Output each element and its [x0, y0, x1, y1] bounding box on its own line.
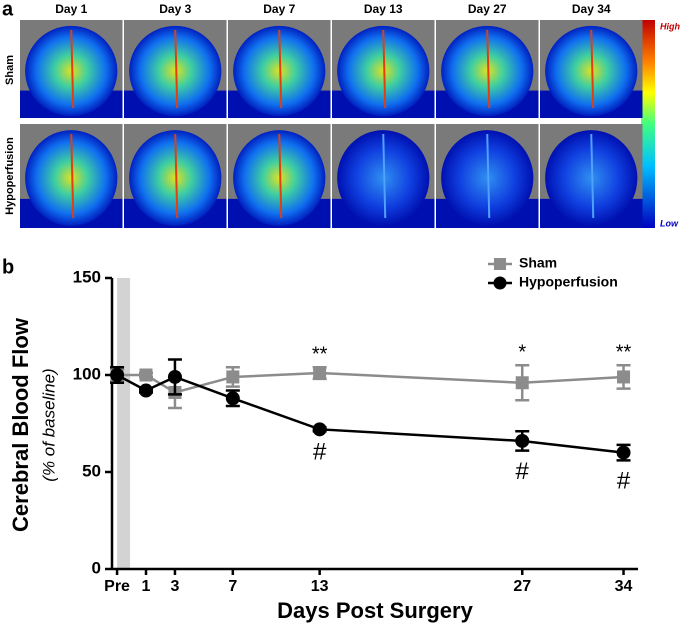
y-axis-sublabel: (% of baseline) — [39, 368, 58, 481]
midline — [382, 133, 387, 219]
significance-mark: ** — [312, 344, 328, 366]
y-tick-label: 50 — [82, 461, 101, 480]
panel-label: b — [2, 256, 14, 278]
brain-image — [129, 25, 222, 117]
brain-image — [129, 130, 222, 226]
point — [225, 391, 240, 406]
midline — [278, 133, 283, 219]
x-tick-label: 13 — [311, 578, 329, 595]
midline — [174, 29, 179, 109]
significance-mark: # — [313, 439, 327, 466]
midline — [382, 29, 387, 109]
midline — [486, 133, 491, 219]
day-label: Day 13 — [364, 2, 403, 16]
midline — [174, 133, 179, 219]
significance-mark: # — [617, 468, 631, 495]
y-tick-label: 100 — [73, 364, 101, 383]
midline — [590, 133, 595, 219]
x-tick-label: 3 — [170, 578, 179, 595]
x-tick-label: 7 — [228, 578, 237, 595]
scale-low: Low — [660, 218, 679, 228]
x-tick-label: 34 — [615, 578, 633, 595]
point — [139, 368, 153, 382]
x-axis-label: Days Post Surgery — [277, 598, 473, 623]
point — [515, 376, 529, 390]
legend-label: Sham — [519, 255, 557, 271]
y-tick-label: 150 — [73, 267, 101, 286]
significance-mark: ** — [616, 342, 632, 364]
legend-marker — [494, 258, 506, 270]
x-tick-label: 27 — [513, 578, 531, 595]
brain-image — [337, 130, 430, 226]
x-tick-label: 1 — [142, 578, 151, 595]
day-label: Day 7 — [263, 2, 295, 16]
color-bar — [641, 20, 655, 228]
point — [312, 422, 327, 437]
brain-image — [233, 130, 326, 226]
day-label: Day 34 — [572, 2, 611, 16]
point — [226, 370, 240, 384]
point — [616, 445, 631, 460]
row-label: Hypoperfusion — [4, 137, 16, 215]
day-label: Day 1 — [55, 2, 87, 16]
day-label: Day 27 — [468, 2, 507, 16]
legend-label: Hypoperfusion — [519, 274, 618, 290]
brain-image — [545, 25, 638, 117]
point — [110, 368, 125, 382]
brain-image — [25, 25, 118, 117]
row-label: Sham — [4, 55, 16, 85]
legend-marker — [493, 276, 507, 290]
brain-image — [25, 130, 118, 226]
point — [617, 370, 631, 384]
scale-high: High — [660, 21, 680, 31]
point — [515, 433, 530, 448]
y-axis-label: Cerebral Blood Flow — [8, 317, 33, 532]
point — [139, 383, 154, 398]
brain-image — [337, 25, 430, 117]
brain-image — [441, 25, 534, 117]
midline — [278, 29, 283, 109]
y-tick-label: 0 — [92, 558, 101, 577]
point — [313, 366, 327, 380]
midline — [70, 29, 75, 109]
panel-label: a — [2, 0, 14, 20]
midline — [70, 133, 75, 219]
brain-image — [233, 25, 326, 117]
image-grid — [20, 20, 643, 228]
midline — [486, 29, 491, 109]
point — [167, 369, 182, 384]
significance-mark: * — [518, 342, 526, 364]
x-tick-label: Pre — [104, 578, 130, 595]
midline — [590, 29, 595, 109]
brain-image — [441, 130, 534, 226]
baseline-band — [117, 278, 131, 569]
significance-mark: # — [516, 458, 530, 485]
brain-image — [545, 130, 638, 226]
day-label: Day 3 — [159, 2, 191, 16]
